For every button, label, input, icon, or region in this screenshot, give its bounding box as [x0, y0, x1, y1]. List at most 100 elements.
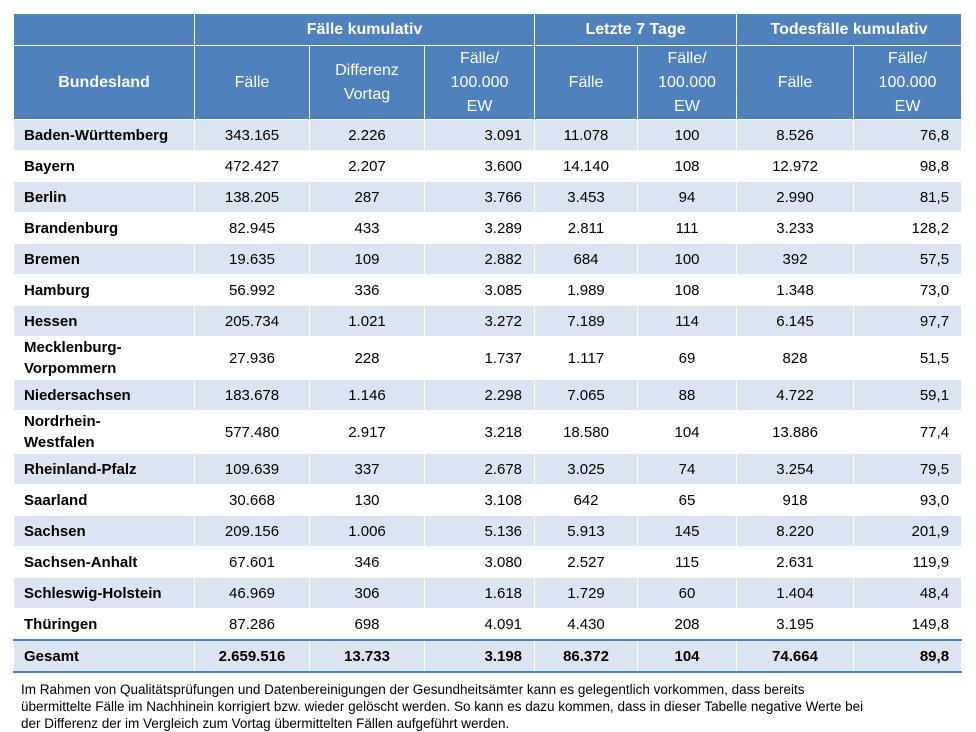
cell-todesfaelle: 918	[736, 484, 855, 516]
cell-faelle-per-100000: 2.678	[423, 453, 536, 485]
cell-faelle: 209.156	[194, 515, 310, 547]
cell-faelle-7-tage: 4.430	[534, 608, 639, 641]
cell-faelle-7-tage: 3.453	[534, 181, 639, 213]
cell-todesfaelle-per-100000: 73,0	[853, 274, 963, 306]
cell-bundesland: Sachsen	[13, 515, 195, 547]
cell-faelle-7-tage: 642	[534, 484, 639, 516]
cell-faelle: 82.945	[194, 212, 310, 244]
bundesland-name-line: Westfalen	[24, 434, 95, 451]
table-row: Schleswig-Holstein 46.969 306 1.618 1.729 60 1…	[13, 577, 963, 609]
cell-differenz-vortag: 13.733	[309, 639, 425, 673]
cell-differenz-vortag: 228	[309, 336, 425, 380]
cell-7-tage-per-100000: 60	[637, 577, 738, 609]
cell-differenz-vortag: 336	[309, 274, 425, 306]
cell-todesfaelle-per-100000: 119,9	[853, 546, 963, 578]
cell-faelle: 46.969	[194, 577, 310, 609]
cell-differenz-vortag: 346	[309, 546, 425, 578]
bundesland-name-line: Hessen	[24, 312, 78, 330]
cell-faelle-per-100000: 2.298	[423, 379, 536, 411]
cell-faelle: 472.427	[194, 150, 310, 182]
cell-faelle: 56.992	[194, 274, 310, 306]
table-row: Berlin 138.205 287 3.766 3.453 94 2.990 81,5	[13, 181, 963, 213]
cell-7-tage-per-100000: 108	[637, 150, 738, 182]
cell-faelle: 109.639	[194, 453, 310, 485]
cell-bundesland: Schleswig-Holstein	[13, 577, 195, 609]
cell-faelle: 343.165	[194, 119, 310, 151]
column-header-differenz-vortag: Differenz Vortag	[309, 45, 425, 120]
table-row: Rheinland-Pfalz 109.639 337 2.678 3.025 74 3.2…	[13, 453, 963, 485]
bundesland-name-line: Saarland	[24, 491, 88, 509]
cell-bundesland: Sachsen-Anhalt	[13, 546, 195, 578]
cell-differenz-vortag: 337	[309, 453, 425, 485]
bundesland-name-line: Vorpommern	[24, 360, 117, 377]
cell-faelle-7-tage: 5.913	[534, 515, 639, 547]
cell-faelle: 577.480	[194, 410, 310, 454]
cell-faelle-7-tage: 1.117	[534, 336, 639, 380]
table-row: Thüringen 87.286 698 4.091 4.430 208 3.195 149,…	[13, 608, 963, 641]
cell-faelle-7-tage: 2.811	[534, 212, 639, 244]
group-header-faelle-kumulativ: Fälle kumulativ	[193, 13, 536, 46]
column-header-faelle-7-tage: Fälle	[534, 45, 639, 120]
cell-todesfaelle-per-100000: 128,2	[853, 212, 963, 244]
cell-7-tage-per-100000: 115	[637, 546, 738, 578]
table-row: Niedersachsen 183.678 1.146 2.298 7.065 88 4.7…	[13, 379, 963, 411]
cell-faelle: 183.678	[194, 379, 310, 411]
cell-7-tage-per-100000: 104	[637, 410, 738, 454]
per-line-3: EW	[674, 97, 700, 115]
cell-faelle-per-100000: 3.289	[423, 212, 536, 244]
bundesland-name-line: Hamburg	[24, 281, 90, 299]
cell-faelle-7-tage: 2.527	[534, 546, 639, 578]
cell-bundesland: Bayern	[13, 150, 195, 182]
cell-faelle: 19.635	[194, 243, 310, 275]
cell-faelle-per-100000: 1.618	[423, 577, 536, 609]
cell-faelle-7-tage: 18.580	[534, 410, 639, 454]
cell-differenz-vortag: 433	[309, 212, 425, 244]
footnote-line: übermittelte Fälle im Nachhinein korrigi…	[21, 699, 864, 714]
cell-todesfaelle-per-100000: 149,8	[853, 608, 963, 641]
per-line-3: EW	[894, 97, 921, 115]
bundesland-name-line: Baden-Württemberg	[24, 126, 169, 144]
cell-bundesland: Brandenburg	[13, 212, 195, 244]
cell-faelle-per-100000: 2.882	[423, 243, 536, 275]
cell-faelle-per-100000: 3.085	[423, 274, 536, 306]
cell-bundesland: Hamburg	[13, 274, 195, 306]
table-row: Brandenburg 82.945 433 3.289 2.811 111 3.233 12…	[13, 212, 963, 244]
cell-differenz-vortag: 2.226	[309, 119, 425, 151]
cell-todesfaelle-per-100000: 93,0	[853, 484, 963, 516]
cases-table: Fälle kumulativ Letzte 7 Tage Todesfälle…	[13, 13, 963, 673]
column-header-bundesland: Bundesland	[13, 45, 195, 120]
cell-7-tage-per-100000: 69	[637, 336, 738, 380]
group-header-todesfaelle-kumulativ: Todesfälle kumulativ	[736, 13, 963, 46]
cell-todesfaelle: 4.722	[736, 379, 855, 411]
cell-todesfaelle-per-100000: 48,4	[853, 577, 963, 609]
cell-todesfaelle-per-100000: 76,8	[853, 119, 963, 151]
cell-differenz-vortag: 1.006	[309, 515, 425, 547]
cell-faelle-per-100000: 3.198	[423, 639, 536, 673]
per-line-2: 100.000	[878, 73, 937, 91]
table-row: Sachsen 209.156 1.006 5.136 5.913 145 8.220 201…	[13, 515, 963, 547]
table-row: Mecklenburg- Vorpommern 27.936 228 1.737 1.11…	[13, 336, 963, 380]
total-row: Gesamt 2.659.516 13.733 3.198 86.372 104 74.66…	[13, 639, 963, 673]
diff-line-2: Vortag	[343, 85, 391, 103]
cell-faelle-7-tage: 11.078	[534, 119, 639, 151]
bundesland-name-line: Brandenburg	[24, 219, 119, 237]
table-body: Baden-Württemberg 343.165 2.226 3.091 11.078…	[13, 119, 963, 673]
cell-differenz-vortag: 698	[309, 608, 425, 641]
cell-7-tage-per-100000: 100	[637, 243, 738, 275]
bundesland-name-line: Schleswig-Holstein	[24, 584, 162, 602]
cell-faelle-per-100000: 3.218	[423, 410, 536, 454]
cell-todesfaelle: 13.886	[736, 410, 855, 454]
cell-faelle-per-100000: 1.737	[423, 336, 536, 380]
cell-faelle-per-100000: 3.080	[423, 546, 536, 578]
cell-faelle: 205.734	[194, 305, 310, 337]
bundesland-name-line: Bremen	[24, 250, 80, 268]
footnote-line: Im Rahmen von Qualitätsprüfungen und Dat…	[21, 682, 805, 697]
footnote-line: der Differenz der im Vergleich zum Vorta…	[21, 716, 510, 731]
cell-differenz-vortag: 2.207	[309, 150, 425, 182]
cell-todesfaelle: 3.195	[736, 608, 855, 641]
cell-todesfaelle-per-100000: 51,5	[853, 336, 963, 380]
cell-bundesland: Baden-Württemberg	[13, 119, 195, 151]
cell-todesfaelle-per-100000: 98,8	[853, 150, 963, 182]
cell-todesfaelle-per-100000: 57,5	[853, 243, 963, 275]
cell-faelle-7-tage: 3.025	[534, 453, 639, 485]
